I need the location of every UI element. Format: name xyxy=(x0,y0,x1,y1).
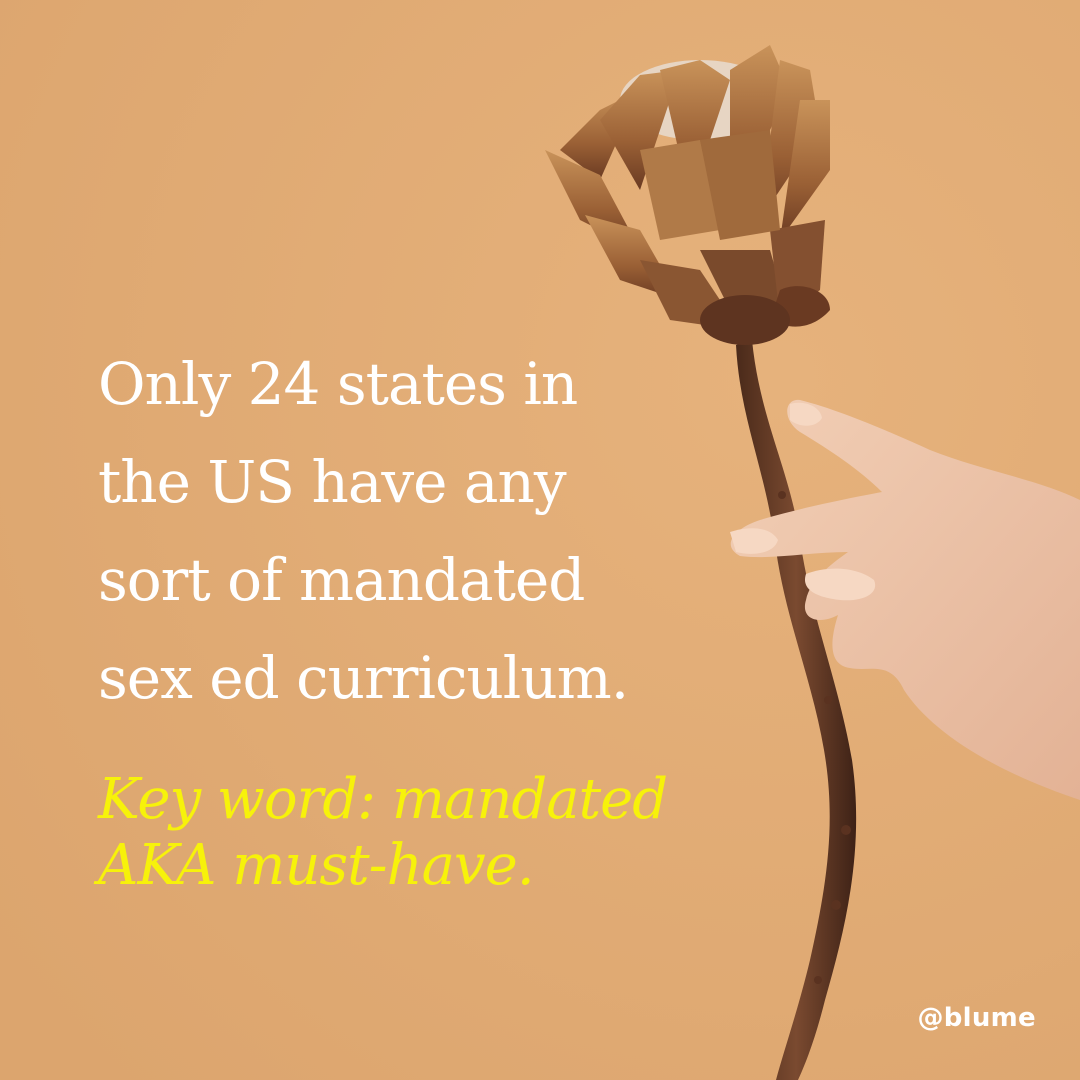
headline-line: Only 24 states in xyxy=(98,350,578,418)
subline-line: AKA must-have. xyxy=(98,833,535,898)
headline-line: sort of mandated xyxy=(98,546,585,614)
headline-line: sex ed curriculum. xyxy=(98,644,629,712)
flower-stem xyxy=(736,340,857,1080)
text-block: Only 24 states in the US have any sort o… xyxy=(98,335,738,899)
subline-line: Key word: mandated xyxy=(98,767,668,832)
subline: Key word: mandated AKA must-have. xyxy=(98,767,738,899)
protea-flower-head xyxy=(545,45,830,345)
hand xyxy=(730,399,1080,800)
account-handle: @blume xyxy=(917,1003,1036,1033)
headline-line: the US have any xyxy=(98,448,567,516)
headline: Only 24 states in the US have any sort o… xyxy=(98,335,738,727)
